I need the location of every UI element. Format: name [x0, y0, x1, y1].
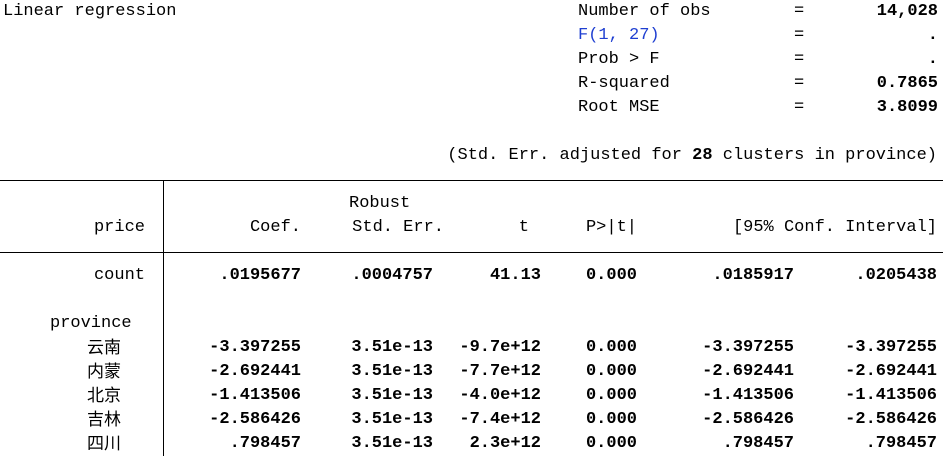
cell-ci-low: -1.413506 — [702, 386, 794, 405]
cell-t: -9.7e+12 — [459, 338, 541, 357]
cell-ci-high: .0205438 — [855, 266, 937, 285]
cell-coef: .798457 — [229, 434, 301, 453]
cell-p: 0.000 — [585, 410, 637, 429]
cell-se: 3.51e-13 — [351, 434, 433, 453]
col-ci-header: [95% Conf. Interval] — [732, 218, 937, 237]
cell-coef: -3.397255 — [209, 338, 301, 357]
cell-se: 3.51e-13 — [351, 410, 433, 429]
cluster-note: (Std. Err. adjusted for 28 clusters in p… — [447, 144, 937, 168]
cell-se: 3.51e-13 — [351, 386, 433, 405]
cell-t: -7.7e+12 — [459, 362, 541, 381]
stat-eq-rmse: = — [794, 98, 805, 117]
col-p-header: P>|t| — [585, 218, 637, 237]
stat-label-rmse: Root MSE — [578, 98, 660, 117]
cell-ci-high: .798457 — [865, 434, 937, 453]
row-name: 内蒙 — [87, 362, 121, 382]
table-divider — [163, 180, 164, 456]
cell-se: 3.51e-13 — [351, 362, 433, 381]
cell-p: 0.000 — [585, 266, 637, 285]
cell-t: -7.4e+12 — [459, 410, 541, 429]
row-name: 四川 — [87, 434, 121, 454]
cell-t: 2.3e+12 — [469, 434, 541, 453]
stat-value-f: . — [927, 26, 938, 45]
cell-ci-low: .0185917 — [712, 266, 794, 285]
table-top-rule — [0, 180, 943, 181]
cluster-note-suffix: clusters in province) — [722, 146, 937, 165]
cluster-note-prefix: (Std. Err. adjusted for — [447, 146, 682, 165]
stat-eq-f: = — [794, 26, 805, 45]
table-header-rule — [0, 252, 943, 253]
cell-p: 0.000 — [585, 362, 637, 381]
stat-value-nobs: 14,028 — [876, 2, 938, 21]
cell-ci-low: -2.586426 — [702, 410, 794, 429]
stat-label-r2: R-squared — [578, 74, 670, 93]
stat-eq-probf: = — [794, 50, 805, 69]
stat-label-nobs: Number of obs — [578, 2, 711, 21]
stat-eq-r2: = — [794, 74, 805, 93]
stat-label-f-link[interactable]: F(1, 27) — [578, 26, 660, 45]
row-name: count — [93, 266, 145, 285]
cell-coef: -2.586426 — [209, 410, 301, 429]
cell-t: 41.13 — [489, 266, 541, 285]
group-label-province: province — [50, 314, 132, 333]
cell-ci-high: -3.397255 — [845, 338, 937, 357]
stat-value-rmse: 3.8099 — [876, 98, 938, 117]
cluster-count: 28 — [692, 146, 713, 165]
stat-eq-nobs: = — [794, 2, 805, 21]
cell-p: 0.000 — [585, 338, 637, 357]
cell-se: .0004757 — [351, 266, 433, 285]
cell-ci-high: -1.413506 — [845, 386, 937, 405]
col-robust-header: Robust — [349, 194, 411, 213]
cell-p: 0.000 — [585, 434, 637, 453]
stat-value-probf: . — [927, 50, 938, 69]
row-name: 北京 — [87, 386, 121, 406]
cell-ci-low: -2.692441 — [702, 362, 794, 381]
stat-label-probf: Prob > F — [578, 50, 660, 69]
row-name: 云南 — [87, 338, 121, 358]
stat-value-r2: 0.7865 — [876, 74, 938, 93]
row-name: 吉林 — [87, 410, 121, 430]
cell-ci-low: .798457 — [722, 434, 794, 453]
dep-var-label: price — [93, 218, 145, 237]
regression-title: Linear regression — [3, 2, 177, 21]
col-coef-header: Coef. — [249, 218, 301, 237]
cell-t: -4.0e+12 — [459, 386, 541, 405]
cell-ci-low: -3.397255 — [702, 338, 794, 357]
cell-coef: .0195677 — [219, 266, 301, 285]
cell-coef: -1.413506 — [209, 386, 301, 405]
col-t-header: t — [518, 218, 529, 237]
cell-coef: -2.692441 — [209, 362, 301, 381]
col-se-header: Std. Err. — [352, 218, 444, 237]
cell-se: 3.51e-13 — [351, 338, 433, 357]
cell-p: 0.000 — [585, 386, 637, 405]
cell-ci-high: -2.692441 — [845, 362, 937, 381]
cell-ci-high: -2.586426 — [845, 410, 937, 429]
